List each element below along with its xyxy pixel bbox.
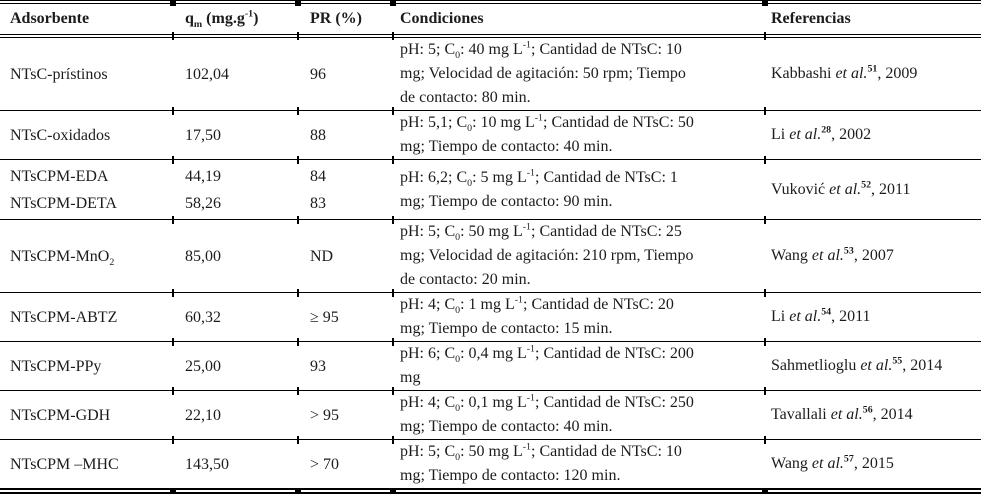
cell-pr: > 70 (310, 455, 340, 473)
cell-condiciones: pH: 4; C0: 0,1 mg L-1; Cantidad de NTsC:… (400, 392, 694, 435)
cell-condiciones: pH: 6; C0: 0,4 mg L-1; Cantidad de NTsC:… (400, 343, 694, 386)
cell-pr: 96 (310, 65, 326, 83)
cell-pr: > 95 (310, 406, 340, 424)
cell-condiciones: pH: 5; C0: 50 mg L-1; Cantidad de NTsC: … (400, 221, 694, 288)
table-row: NTsC-oxidados 17,50 88 pH: 5,1; C0: 10 m… (0, 111, 981, 160)
cell-referencias: Tavallali et al.56, 2014 (771, 404, 913, 423)
table-row: NTsCPM-ABTZ 60,32 ≥ 95 pH: 4; C0: 1 mg L… (0, 293, 981, 342)
cell-referencias: Li et al.54, 2011 (771, 306, 871, 325)
cell-pr: ≥ 95 (310, 308, 339, 326)
cell-qm: 143,50 (185, 455, 229, 473)
cell-adsorbente: NTsCPM-PPy (10, 357, 102, 375)
cell-qm: 44,19 58,26 (185, 167, 221, 212)
cell-adsorbente: NTsCPM –MHC (10, 455, 119, 473)
cell-referencias: Vuković et al.52, 2011 (771, 179, 911, 198)
cell-condiciones: pH: 5; C0: 50 mg L-1; Cantidad de NTsC: … (400, 441, 682, 484)
cell-pr: 93 (310, 357, 326, 375)
cell-referencias: Li et al.28, 2002 (771, 124, 872, 143)
cell-pr: 88 (310, 126, 326, 144)
cell-adsorbente: NTsCPM-EDA NTsCPM-DETA (10, 167, 117, 212)
cell-condiciones: pH: 6,2; C0: 5 mg L-1; Cantidad de NTsC:… (400, 167, 678, 210)
table-row: NTsCPM-GDH 22,10 > 95 pH: 4; C0: 0,1 mg … (0, 391, 981, 440)
cell-qm: 60,32 (185, 308, 221, 326)
cell-adsorbente: NTsCPM-ABTZ (10, 308, 118, 326)
table-row: NTsCPM-EDA NTsCPM-DETA 44,19 58,26 84 83 pH… (0, 160, 981, 220)
cell-referencias: Wang et al.53, 2007 (771, 245, 894, 264)
cell-adsorbente: NTsCPM-MnO2 (10, 247, 115, 268)
cell-adsorbente: NTsCPM-GDH (10, 406, 111, 424)
table-row: NTsC-prístinos 102,04 96 pH: 5; C0: 40 m… (0, 36, 981, 111)
cell-qm: 85,00 (185, 247, 221, 265)
table-row: NTsCPM-PPy 25,00 93 pH: 6; C0: 0,4 mg L-… (0, 342, 981, 391)
cell-qm: 17,50 (185, 126, 221, 144)
cell-qm: 102,04 (185, 65, 229, 83)
column-header-pr: PR (%) (310, 10, 362, 27)
cell-referencias: Wang et al.57, 2015 (771, 453, 894, 472)
column-header-condiciones: Condiciones (400, 10, 484, 27)
table-body: NTsC-prístinos 102,04 96 pH: 5; C0: 40 m… (0, 36, 981, 491)
cell-qm: 22,10 (185, 406, 221, 424)
table-header: Adsorbente qm (mg.g-1) PR (%) Condicione… (0, 2, 981, 36)
cell-referencias: Sahmetlioglu et al.55, 2014 (771, 355, 943, 374)
column-header-referencias: Referencias (771, 10, 851, 27)
table-row: NTsCPM –MHC 143,50 > 70 pH: 5; C0: 50 mg… (0, 440, 981, 492)
cell-adsorbente: NTsC-prístinos (10, 65, 108, 83)
cell-adsorbente: NTsC-oxidados (10, 126, 111, 144)
column-header-qm: qm (mg.g-1) (185, 8, 259, 31)
cell-condiciones: pH: 4; C0: 1 mg L-1; Cantidad de NTsC: 2… (400, 294, 674, 337)
cell-pr: 84 83 (310, 167, 326, 212)
cell-pr: ND (310, 247, 334, 265)
cell-referencias: Kabbashi et al.51, 2009 (771, 63, 918, 82)
table-header-row: Adsorbente qm (mg.g-1) PR (%) Condicione… (0, 2, 981, 36)
cell-qm: 25,00 (185, 357, 221, 375)
table-row: NTsCPM-MnO2 85,00 ND pH: 5; C0: 50 mg L-… (0, 220, 981, 293)
cell-condiciones: pH: 5; C0: 40 mg L-1; Cantidad de NTsC: … (400, 39, 686, 106)
column-header-adsorbente: Adsorbente (10, 10, 90, 27)
cell-condiciones: pH: 5,1; C0: 10 mg L-1; Cantidad de NTsC… (400, 112, 694, 155)
